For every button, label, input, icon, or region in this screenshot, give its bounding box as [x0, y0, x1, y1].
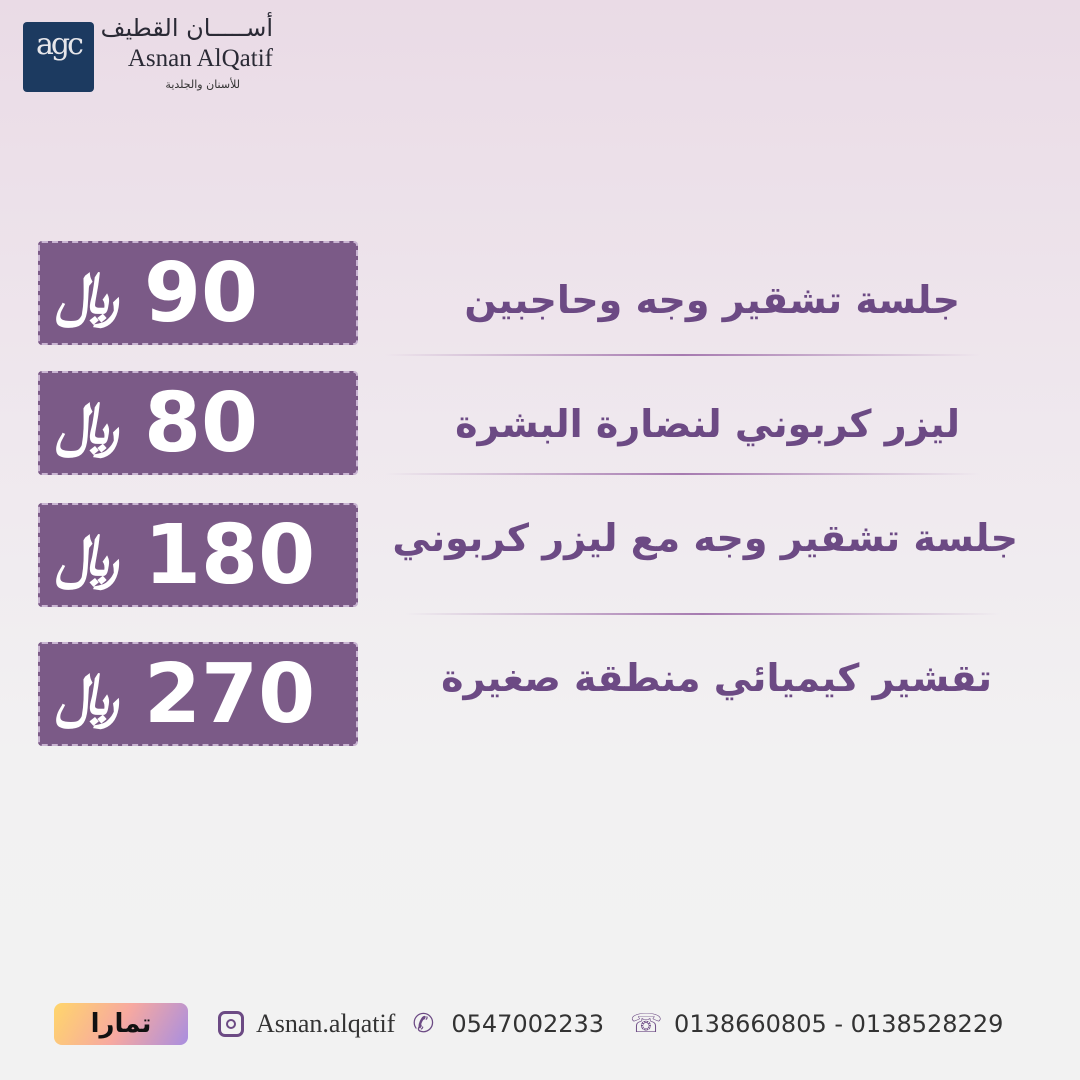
riyal-icon: ﷼	[52, 659, 130, 728]
phone-numbers[interactable]: 0138660805 - 0138528229	[674, 1010, 1004, 1038]
price-tag: ﷼ 80	[38, 371, 358, 475]
whatsapp-icon: ✆	[412, 1009, 435, 1039]
riyal-icon: ﷼	[52, 388, 130, 457]
price-tag: ﷼ 180	[38, 503, 358, 607]
logo-mark-text: agc	[36, 27, 84, 62]
divider	[385, 354, 980, 356]
riyal-icon: ﷼	[52, 520, 130, 589]
price-tag: ﷼ 90	[38, 241, 358, 345]
price-tag: ﷼ 270	[38, 642, 358, 746]
logo-mark: agc	[23, 22, 94, 92]
instagram-handle[interactable]: Asnan.alqatif	[256, 1009, 396, 1038]
whatsapp-number[interactable]: 0547002233	[451, 1010, 605, 1038]
price-amount: 90	[144, 245, 259, 341]
service-name: ليزر كربوني لنضارة البشرة	[455, 402, 960, 446]
instagram-icon	[218, 1011, 244, 1037]
price-amount: 270	[144, 646, 316, 742]
logo-name-ar: أســـــان القطيف	[100, 14, 273, 42]
service-name: تقشير كيميائي منطقة صغيرة	[441, 656, 992, 700]
logo-subtitle: للأسنان والجلدية	[165, 78, 240, 91]
service-name: جلسة تشقير وجه وحاجبين	[464, 278, 960, 322]
divider	[385, 473, 980, 475]
price-amount: 180	[144, 507, 316, 603]
divider	[405, 613, 1000, 615]
price-amount: 80	[144, 375, 259, 471]
tamara-badge: تمارا	[54, 1003, 188, 1045]
service-name: جلسة تشقير وجه مع ليزر كربوني	[392, 516, 1018, 560]
logo-name-en: Asnan AlQatif	[127, 45, 273, 72]
footer-contact: تمارا Asnan.alqatif ✆ 0547002233 ☏ 01386…	[54, 1002, 1020, 1046]
phone-icon: ☏	[630, 1009, 663, 1039]
riyal-icon: ﷼	[52, 258, 130, 327]
